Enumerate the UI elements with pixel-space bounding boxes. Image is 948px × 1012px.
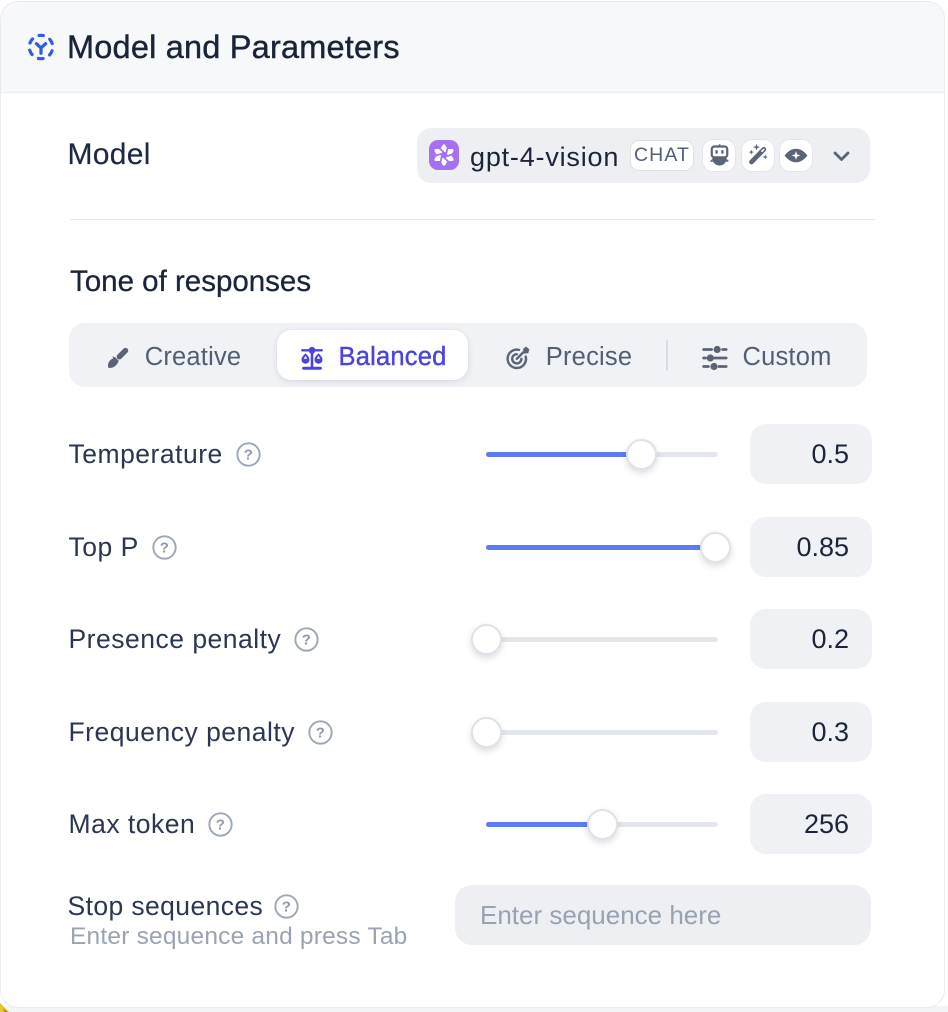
svg-text:?: ? (302, 633, 312, 649)
svg-text:?: ? (316, 725, 326, 741)
svg-text:?: ? (243, 448, 253, 464)
svg-text:?: ? (159, 540, 169, 556)
svg-text:?: ? (282, 899, 291, 915)
svg-text:?: ? (216, 818, 226, 834)
